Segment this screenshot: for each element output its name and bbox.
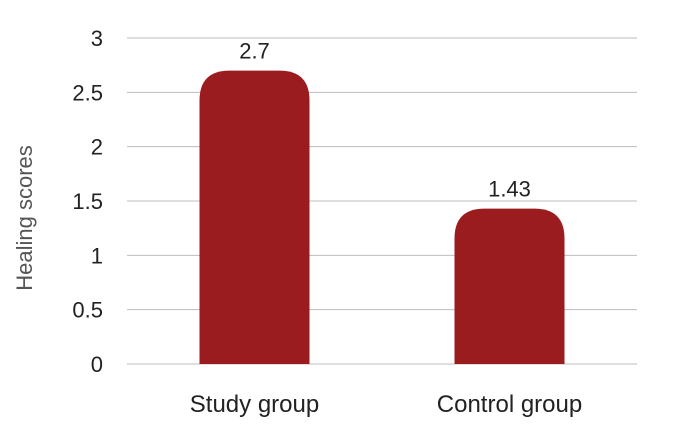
x-category-label: Study group	[190, 391, 319, 418]
y-tick-label: 3	[91, 26, 103, 51]
y-tick-label: 1	[91, 243, 103, 268]
x-category-label: Control group	[437, 391, 582, 418]
data-label: 1.43	[488, 177, 531, 202]
bars	[199, 70, 565, 364]
y-tick-label: 0	[91, 352, 103, 377]
y-tick-label: 2	[91, 135, 103, 160]
y-axis-title: Healing scores	[12, 145, 37, 291]
y-axis-ticks: 0 0.5 1 1.5 2 2.5 3	[72, 26, 103, 377]
data-label: 2.7	[239, 39, 270, 64]
data-labels: 2.7 1.43	[239, 39, 531, 202]
y-tick-label: 2.5	[72, 80, 103, 105]
bar-0	[199, 70, 310, 364]
y-tick-label: 1.5	[72, 189, 103, 214]
bar-1	[454, 208, 565, 364]
y-tick-label: 0.5	[72, 298, 103, 323]
x-axis-categories: Study group Control group	[190, 391, 582, 418]
